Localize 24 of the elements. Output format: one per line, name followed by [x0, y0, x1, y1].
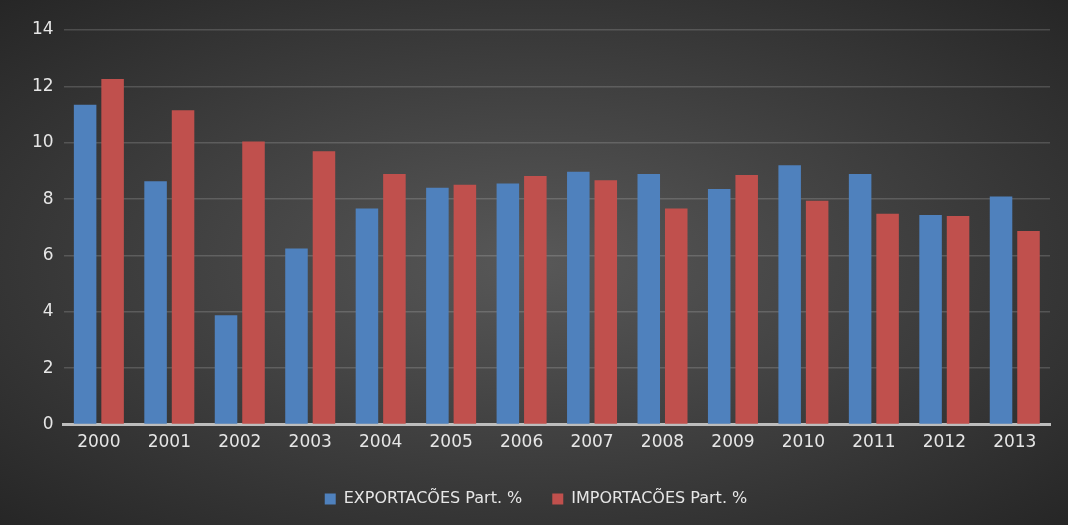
- x-tick-label: 2001: [147, 431, 191, 452]
- x-tick-label: 2005: [429, 431, 473, 452]
- y-tick-label: 14: [31, 18, 54, 39]
- x-tick-label: 2006: [499, 431, 544, 452]
- x-tick-label: 2008: [640, 431, 685, 452]
- y-tick-label: 6: [42, 243, 54, 264]
- x-tick-label: 2003: [288, 431, 332, 452]
- x-tick-label: 2012: [922, 431, 966, 452]
- y-tick-label: 0: [42, 413, 54, 434]
- y-tick-label: 4: [42, 300, 54, 321]
- x-tick-label: 2007: [570, 431, 614, 452]
- legend-label: EXPORTACÕES Part. %: [343, 488, 523, 508]
- x-tick-label: 2013: [993, 431, 1037, 452]
- x-tick-label: 2011: [852, 431, 896, 452]
- x-tick-label: 2009: [711, 431, 755, 452]
- x-tick-label: 2002: [218, 431, 262, 452]
- y-tick-label: 12: [31, 74, 54, 95]
- x-tick-label: 2000: [77, 431, 121, 452]
- y-tick-label: 10: [31, 131, 54, 152]
- legend-label: IMPORTACÕES Part. %: [571, 488, 748, 508]
- x-tick-label: 2010: [781, 431, 826, 452]
- y-tick-label: 8: [42, 187, 54, 208]
- x-tick-label: 2004: [359, 431, 403, 452]
- y-tick-label: 2: [42, 356, 54, 377]
